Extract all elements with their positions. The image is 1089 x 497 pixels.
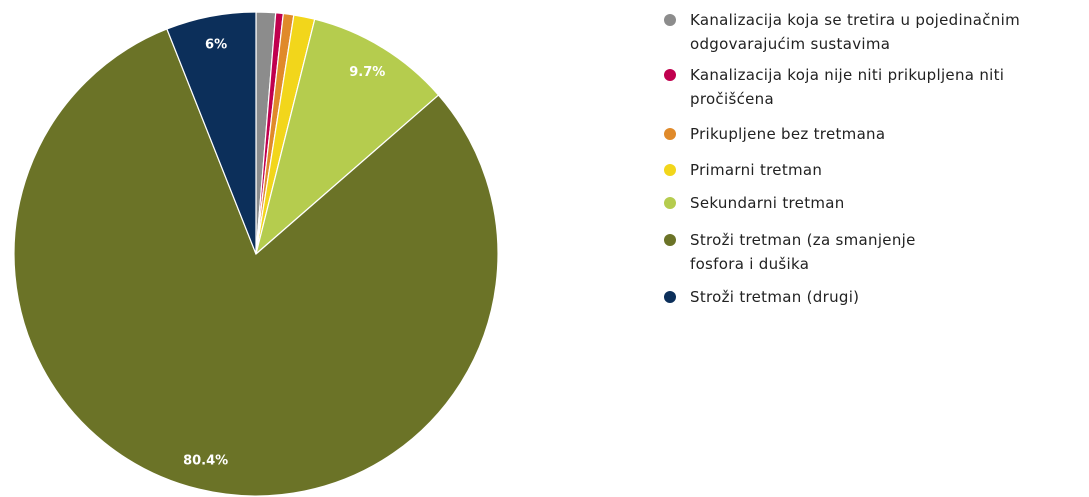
- legend-label: Sekundarni tretman: [690, 194, 845, 212]
- legend-label: Kanalizacija koja nije niti prikupljena …: [690, 66, 1005, 108]
- legend-label: Prikupljene bez tretmana: [690, 125, 886, 143]
- legend-swatch: [664, 14, 676, 26]
- legend-label: Stroži tretman (drugi): [690, 288, 860, 306]
- pie-slice: [254, 18, 440, 256]
- legend-swatch: [664, 291, 676, 303]
- pie-slice: [166, 11, 257, 255]
- legend-swatch: [664, 128, 676, 140]
- legend-label: Primarni tretman: [690, 161, 823, 179]
- legend-swatch: [664, 69, 676, 81]
- data-label: 6%: [205, 37, 227, 52]
- pie: 9.7% 80.4% 6%: [13, 11, 499, 497]
- pie-slice: [13, 28, 499, 497]
- legend-label: Stroži tretman (za smanjenje fosfora i d…: [690, 231, 916, 273]
- data-label: 80.4%: [183, 453, 228, 468]
- data-label: 9.7%: [349, 65, 385, 80]
- legend-swatch: [664, 197, 676, 209]
- legend-swatch: [664, 234, 676, 246]
- legend-label: Kanalizacija koja se tretira u pojedinač…: [690, 11, 1020, 53]
- legend-swatch: [664, 164, 676, 176]
